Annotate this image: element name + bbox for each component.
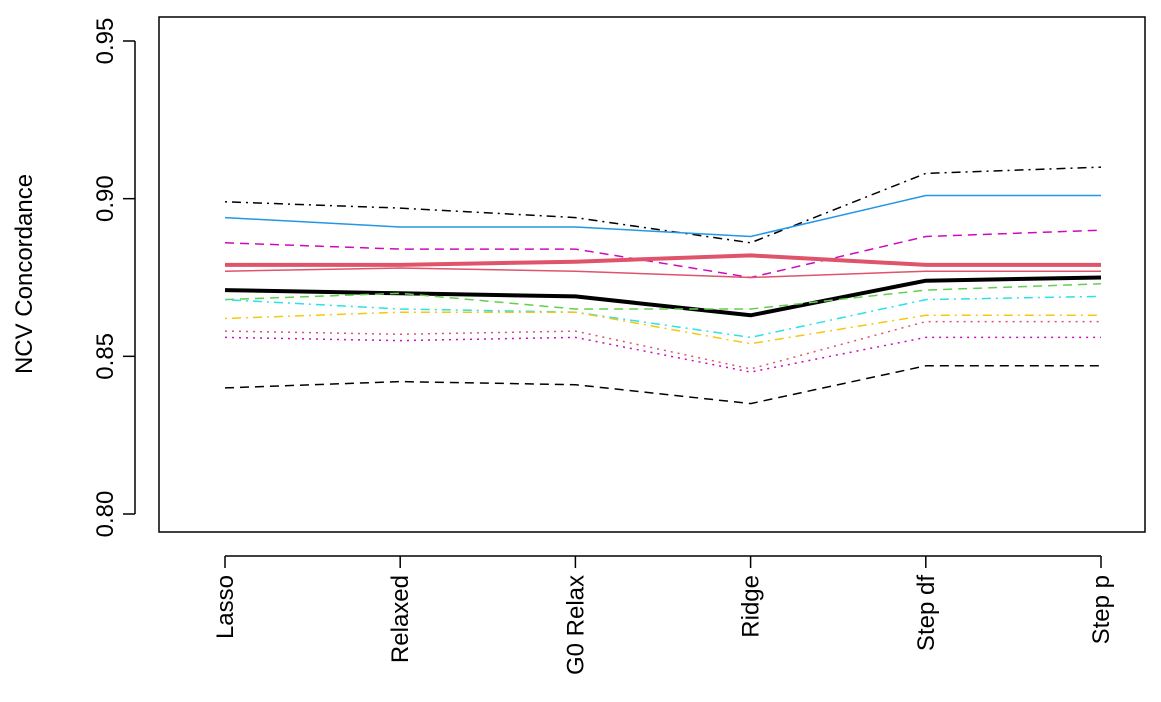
series-line-10 — [224, 320, 1101, 370]
x-axis: Lasso Relaxed G0 Relax Ridge Step df Step p — [212, 555, 1115, 675]
y-tick-label: 0.85 — [92, 333, 119, 380]
series-line-1 — [224, 166, 1102, 244]
series-line-8 — [224, 295, 1102, 339]
x-tick-label: Step df — [913, 575, 940, 651]
series-line-12 — [224, 365, 1101, 405]
series-line-6 — [224, 275, 1102, 318]
series-layer — [224, 166, 1102, 405]
series-line-3 — [224, 229, 1102, 279]
series-line-9 — [224, 311, 1101, 345]
x-tick-label: Relaxed — [387, 575, 414, 663]
y-axis: 0.80 0.85 0.90 0.95 — [92, 18, 136, 538]
series-line-5 — [224, 267, 1101, 279]
series-line-4 — [225, 253, 1101, 267]
y-axis-label: NCV Concordance — [11, 174, 38, 374]
series-line-7 — [224, 283, 1102, 310]
series-line-11 — [224, 336, 1101, 373]
series-line-2 — [224, 194, 1101, 238]
y-tick-label: 0.95 — [92, 18, 119, 65]
y-tick-label: 0.80 — [92, 491, 119, 538]
plot-frame — [158, 16, 1146, 533]
x-tick-label: Lasso — [212, 575, 239, 639]
x-tick-label: Ridge — [738, 575, 765, 638]
y-tick-label: 0.90 — [92, 175, 119, 222]
x-tick-label: Step p — [1088, 575, 1115, 644]
x-tick-label: G0 Relax — [562, 575, 589, 675]
